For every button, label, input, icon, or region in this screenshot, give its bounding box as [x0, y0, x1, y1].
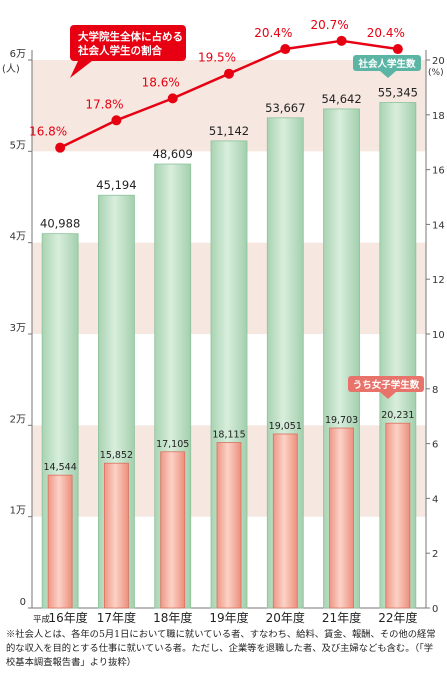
total-callout-box: [353, 55, 421, 71]
bar-female: [216, 442, 242, 609]
bar-female-label: 19,703: [325, 415, 358, 426]
right-tick-label: 14: [432, 220, 445, 231]
chart-svg: 0 1万 2万 3万 4万 5万 6万 (人) 0 2 4 6 8 10 12 14 16 18 20(%) 16年度…: [2, 18, 445, 625]
right-axis-unit: (%): [428, 68, 444, 78]
left-axis-unit: (人): [2, 63, 20, 75]
bar-total-label: 51,142: [209, 124, 249, 138]
female-callout-text: うち女子学生数: [353, 379, 420, 391]
ratio-label: 20.7%: [311, 18, 349, 32]
bar-total-label: 54,642: [321, 92, 361, 106]
category-label: 22年度: [378, 610, 417, 625]
right-tick-label: 8: [432, 385, 438, 396]
left-tick-label: 4万: [10, 232, 26, 243]
female-callout-box: [348, 376, 424, 392]
category-label: 18年度: [153, 610, 192, 625]
ratio-point: [167, 93, 178, 104]
bar-female: [272, 433, 298, 609]
right-tick-label: 2: [432, 549, 438, 560]
line-callout-text: 大学院生全体に占める: [78, 30, 183, 43]
bar-female: [385, 422, 411, 609]
bar-total-label: 53,667: [265, 101, 305, 115]
right-tick-label: 18: [432, 111, 445, 122]
left-tick-label: 6万: [10, 49, 26, 60]
ratio-label: 19.5%: [198, 51, 236, 65]
bar-total-label: 45,194: [96, 178, 136, 192]
bar-female: [47, 474, 73, 609]
bar-female-label: 19,051: [269, 421, 302, 432]
bar-female-label: 18,115: [212, 430, 245, 441]
category-label: 16年度: [49, 610, 88, 625]
axes: 0 1万 2万 3万 4万 5万 6万 (人) 0 2 4 6 8 10 12 14 16 18 20(%) 16年度…: [2, 49, 445, 625]
category-label: 17年度: [97, 610, 136, 625]
bar-female-label: 15,852: [100, 450, 133, 461]
right-tick-label: 0: [432, 604, 438, 615]
bar-total-label: 55,345: [378, 86, 418, 100]
line-callout-box: [70, 25, 186, 61]
right-tick-label: 10: [432, 330, 445, 341]
ratio-label: 16.8%: [29, 125, 67, 139]
bars: 40,988 45,194 48,609 51,142 53,667 54,642 55,3…: [40, 86, 418, 609]
category-prefix: 平成: [33, 614, 51, 625]
line-callout-pointer: [70, 61, 92, 78]
ratio-point: [336, 35, 347, 46]
ratio-label: 20.4%: [367, 26, 405, 40]
bar-female: [104, 462, 129, 609]
bar-female-label: 17,105: [156, 439, 189, 450]
left-tick-label: 5万: [10, 140, 26, 151]
ratio-point: [392, 44, 403, 55]
ratio-label: 20.4%: [254, 26, 292, 40]
category-label: 19年度: [209, 610, 248, 625]
bar-total-label: 48,609: [153, 147, 193, 161]
ratio-point: [280, 44, 291, 55]
bar-female-label: 14,544: [44, 462, 77, 473]
left-tick-label: 1万: [10, 506, 26, 517]
footnote: ※社会人とは、各年の5月1日において職に就いている者、すなわち、給料、賃金、報酬…: [6, 629, 436, 668]
category-label: 21年度: [322, 610, 361, 625]
left-tick-label: 3万: [10, 323, 26, 334]
ratio-point: [224, 68, 234, 79]
left-tick-label: 0: [20, 597, 26, 608]
ratio-point: [55, 142, 66, 153]
category-label: 20年度: [266, 610, 305, 625]
bar-female: [329, 427, 354, 609]
bar-female-label: 20,231: [381, 410, 414, 421]
total-callout-text: 社会人学生数: [357, 58, 416, 70]
total-callout-pointer: [380, 71, 396, 78]
right-tick-label: 12: [432, 275, 445, 286]
right-tick-label: 6: [432, 440, 438, 451]
bar-female: [160, 451, 186, 609]
left-tick-label: 2万: [10, 414, 26, 425]
ratio-label: 18.6%: [142, 75, 180, 89]
ratio-label: 17.8%: [85, 97, 123, 111]
right-tick-label: 20: [432, 56, 445, 67]
bar-total-label: 40,988: [40, 217, 80, 231]
female-callout-pointer: [380, 392, 396, 399]
ratio-point: [111, 115, 122, 126]
ratio-line: 16.8% 17.8% 18.6% 19.5% 20.4% 20.7% 20.4%: [29, 18, 405, 153]
right-tick-label: 4: [432, 494, 438, 505]
line-callout-text: 社会人学生の割合: [77, 44, 162, 57]
right-tick-label: 16: [432, 166, 445, 177]
